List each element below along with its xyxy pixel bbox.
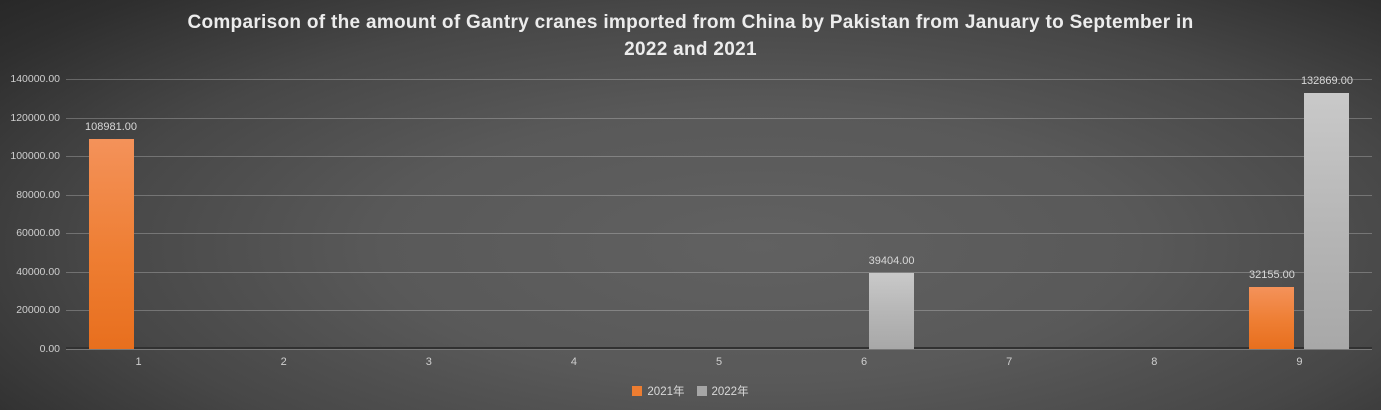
- x-axis-tick-label: 3: [425, 356, 432, 368]
- x-axis-line: [66, 347, 1372, 350]
- gridline: [66, 310, 1372, 312]
- x-axis-tick-label: 9: [1296, 356, 1303, 368]
- chart-title: Comparison of the amount of Gantry crane…: [0, 9, 1381, 63]
- bar-value-label-2022-cat9: 132869.00: [1300, 74, 1353, 87]
- x-axis-tick-label: 4: [570, 356, 577, 368]
- gridline: [66, 233, 1372, 235]
- legend: 2021年 2022年: [0, 383, 1381, 399]
- legend-swatch-2021: [632, 386, 643, 396]
- y-axis-tick-label: 60000.00: [16, 227, 60, 240]
- gridline: [66, 271, 1372, 273]
- y-axis-tick-label: 0.00: [39, 343, 60, 355]
- bar-2022-cat9[interactable]: [1304, 92, 1350, 349]
- bar-2021-cat9[interactable]: [1249, 287, 1295, 349]
- x-axis-tick-label: 8: [1151, 356, 1158, 368]
- legend-swatch-2022: [696, 386, 707, 396]
- bar-value-label-2022-cat6: 39404.00: [868, 255, 915, 268]
- x-axis-tick-label: 7: [1006, 356, 1013, 368]
- x-axis-tick-label: 1: [135, 356, 142, 368]
- gridline: [66, 79, 1372, 80]
- y-axis-tick-label: 40000.00: [16, 265, 60, 278]
- y-axis-tick-label: 80000.00: [16, 188, 60, 201]
- legend-label-2022: 2022年: [711, 386, 749, 398]
- chart-title-line-2: 2022 and 2021: [624, 39, 757, 60]
- x-axis-tick-label: 6: [861, 356, 868, 368]
- y-axis-tick-label: 120000.00: [10, 111, 60, 124]
- bar-2021-cat1[interactable]: [88, 138, 134, 349]
- y-axis-tick-label: 20000.00: [16, 304, 60, 317]
- legend-label-2021: 2021年: [647, 386, 685, 398]
- x-axis-tick-label: 2: [280, 356, 287, 368]
- gridline: [66, 117, 1372, 119]
- y-axis-tick-label: 140000.00: [10, 73, 60, 85]
- gridline: [66, 156, 1372, 158]
- plot-area: 108981.00 39404.00 32155.00 132869.00: [66, 75, 1372, 350]
- legend-item-2021[interactable]: 2021年: [632, 383, 685, 399]
- gridline: [66, 194, 1372, 196]
- bar-value-label-2021-cat9: 32155.00: [1248, 269, 1295, 281]
- bar-value-label-2021-cat1: 108981.00: [85, 120, 138, 133]
- chart-title-line-1: Comparison of the amount of Gantry crane…: [187, 12, 1194, 33]
- y-axis-tick-label: 100000.00: [10, 150, 60, 163]
- x-axis-tick-label: 5: [715, 356, 723, 368]
- legend-item-2022[interactable]: 2022年: [696, 383, 749, 399]
- bar-2022-cat6[interactable]: [869, 273, 915, 349]
